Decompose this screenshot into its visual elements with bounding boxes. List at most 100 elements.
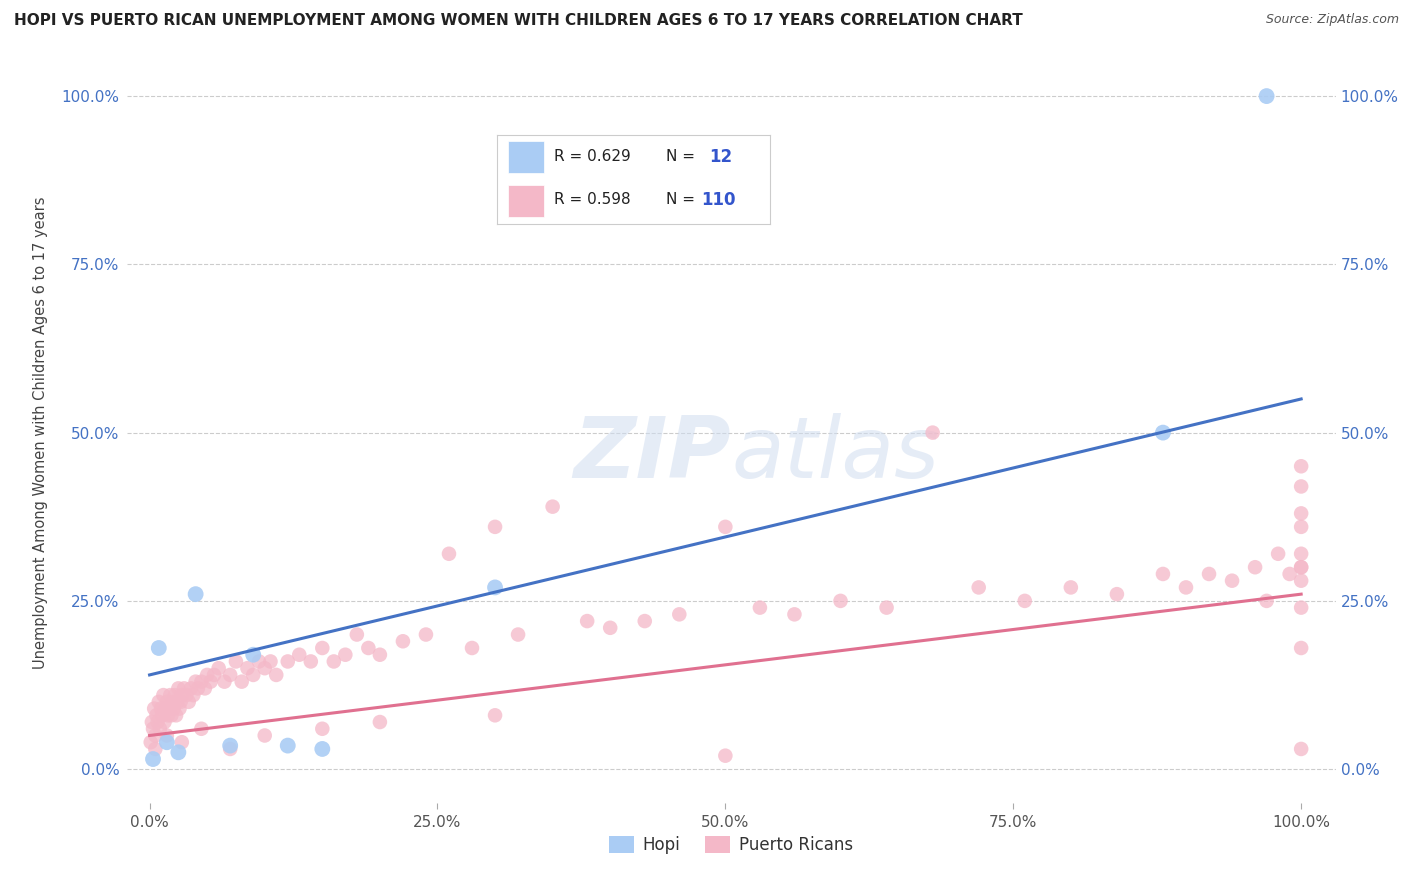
Point — [1014, 594, 1036, 608]
Point — [253, 729, 276, 743]
Point — [1289, 560, 1312, 574]
Point — [150, 701, 173, 715]
Point — [484, 708, 506, 723]
Text: 12: 12 — [710, 148, 733, 166]
Point — [200, 674, 222, 689]
Point — [576, 614, 599, 628]
Point — [143, 742, 166, 756]
Point — [162, 695, 184, 709]
Point — [214, 674, 236, 689]
Point — [163, 701, 186, 715]
Point — [461, 640, 484, 655]
Point — [1289, 574, 1312, 588]
Text: atlas: atlas — [731, 413, 939, 496]
Point — [219, 739, 242, 753]
Point — [242, 648, 264, 662]
Point — [253, 661, 276, 675]
Bar — [508, 185, 544, 217]
Point — [967, 581, 990, 595]
Point — [149, 722, 172, 736]
Point — [184, 674, 207, 689]
Point — [167, 745, 190, 759]
Point — [173, 681, 195, 696]
Point — [335, 648, 357, 662]
Point — [194, 681, 217, 696]
Point — [1278, 566, 1301, 581]
Point — [184, 587, 207, 601]
Point — [299, 655, 322, 669]
Point — [148, 640, 170, 655]
Point — [219, 668, 242, 682]
Point — [202, 668, 225, 682]
Legend: Hopi, Puerto Ricans: Hopi, Puerto Ricans — [603, 830, 859, 861]
Point — [166, 695, 188, 709]
Point — [748, 600, 770, 615]
Point — [156, 695, 179, 709]
Point — [169, 701, 191, 715]
Point — [1175, 581, 1198, 595]
Point — [1198, 566, 1220, 581]
Point — [145, 708, 167, 723]
Point — [146, 714, 169, 729]
Point — [180, 681, 202, 696]
Point — [714, 520, 737, 534]
Point — [1289, 459, 1312, 474]
Point — [311, 722, 333, 736]
Point — [288, 648, 311, 662]
Point — [156, 729, 179, 743]
Point — [415, 627, 437, 641]
Text: ZIP: ZIP — [574, 413, 731, 496]
Point — [163, 688, 186, 702]
Point — [599, 621, 621, 635]
Point — [153, 714, 176, 729]
Point — [437, 547, 460, 561]
Text: 110: 110 — [702, 191, 735, 209]
Point — [368, 648, 391, 662]
Point — [484, 581, 506, 595]
Point — [156, 708, 179, 723]
Point — [195, 668, 218, 682]
Point — [142, 722, 165, 736]
Point — [225, 655, 247, 669]
Text: R = 0.598: R = 0.598 — [554, 192, 631, 207]
Point — [368, 714, 391, 729]
Text: N =: N = — [666, 192, 695, 207]
Text: N =: N = — [666, 149, 695, 164]
Point — [141, 714, 163, 729]
Point — [167, 681, 190, 696]
Point — [714, 748, 737, 763]
Point — [1152, 425, 1174, 440]
Point — [177, 695, 200, 709]
Point — [322, 655, 344, 669]
Point — [148, 695, 170, 709]
Point — [541, 500, 564, 514]
Text: HOPI VS PUERTO RICAN UNEMPLOYMENT AMONG WOMEN WITH CHILDREN AGES 6 TO 17 YEARS C: HOPI VS PUERTO RICAN UNEMPLOYMENT AMONG … — [14, 13, 1022, 29]
Point — [187, 681, 209, 696]
Point — [160, 708, 183, 723]
Point — [159, 688, 181, 702]
Point — [277, 655, 299, 669]
Point — [357, 640, 380, 655]
Point — [183, 688, 205, 702]
Point — [156, 735, 179, 749]
Point — [1289, 479, 1312, 493]
Point — [277, 739, 299, 753]
Point — [876, 600, 898, 615]
Point — [1256, 594, 1278, 608]
Point — [1220, 574, 1243, 588]
Text: R = 0.629: R = 0.629 — [554, 149, 631, 164]
Y-axis label: Unemployment Among Women with Children Ages 6 to 17 years: Unemployment Among Women with Children A… — [32, 196, 48, 669]
Text: Source: ZipAtlas.com: Source: ZipAtlas.com — [1265, 13, 1399, 27]
Point — [1244, 560, 1267, 574]
Point — [1289, 600, 1312, 615]
Point — [231, 674, 253, 689]
Point — [1267, 547, 1289, 561]
Point — [139, 735, 162, 749]
Point — [242, 668, 264, 682]
Point — [208, 661, 231, 675]
Point — [1289, 640, 1312, 655]
Point — [1289, 547, 1312, 561]
Point — [921, 425, 943, 440]
Point — [236, 661, 259, 675]
Point — [1289, 560, 1312, 574]
